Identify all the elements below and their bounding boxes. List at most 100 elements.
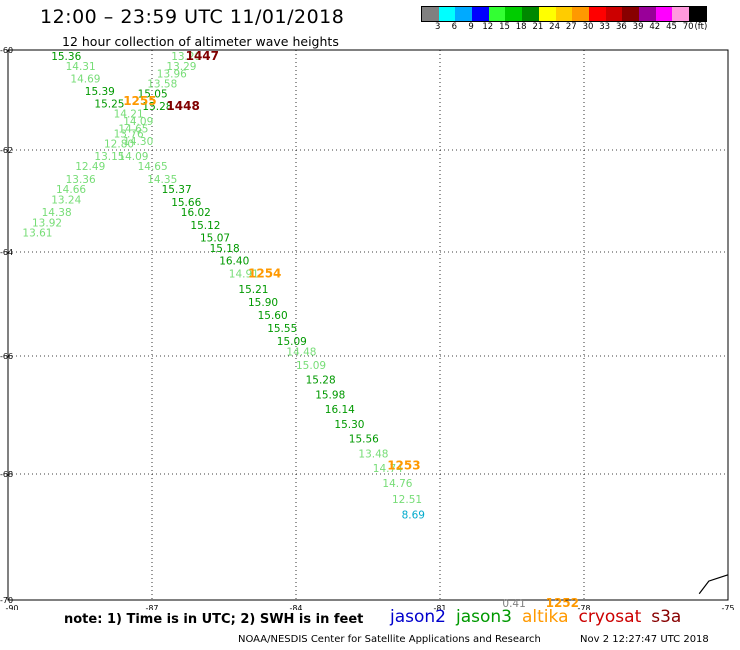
page-title: 12:00 – 23:59 UTC 11/01/2018 (40, 6, 345, 28)
color-scale-label: 30 (582, 22, 594, 32)
wave-height-label: 14.38 (42, 207, 72, 219)
legend-entry-cryosat: cryosat (578, 607, 642, 627)
wave-height-label: 16.02 (181, 207, 211, 219)
wave-height-label: 8.69 (402, 510, 425, 522)
wave-height-label: 14.09 (123, 116, 153, 128)
wave-height-label: 15.60 (258, 310, 288, 322)
color-swatch (538, 7, 556, 21)
color-swatch (455, 7, 473, 21)
wave-height-label: 15.39 (85, 86, 115, 98)
wave-height-map: 13.29 15.36 13.29 14.31 13.96 14.69 13.58 15.39… (0, 46, 735, 610)
color-scale-label: 9 (468, 22, 474, 32)
longitude-tick-label: -90 (5, 604, 18, 610)
wave-height-label: 15.18 (210, 243, 240, 255)
satellite-legend: jason2 jason3 altika cryosat s3a (390, 607, 691, 627)
coastline (698, 574, 729, 595)
latitude-tick-label: -60 (0, 46, 13, 55)
latitude-tick-label: -64 (0, 248, 13, 257)
color-swatch (638, 7, 656, 21)
color-scale-label: 39 (632, 22, 644, 32)
credit-text: NOAA/NESDIS Center for Satellite Applica… (238, 634, 541, 645)
axis-labels: -90 -87 -84 -81 -78 -75 -60 -62 -64 -66 -68 -70 (0, 46, 735, 610)
map-frame (7, 49, 729, 601)
color-scale-label: 3 (434, 22, 441, 32)
wave-height-label: 14.09 (118, 151, 148, 163)
wave-height-label: 12.51 (392, 494, 422, 506)
wave-height-label: 15.25 (94, 99, 124, 111)
color-scale-label: 45 (666, 22, 677, 32)
color-swatch (555, 7, 573, 21)
wave-height-label: 12.80 (104, 139, 134, 151)
wave-height-label: 14.35 (147, 174, 177, 186)
wave-height-label: 14.21 (114, 109, 144, 121)
color-scale-label: 27 (565, 22, 577, 32)
wave-height-label: 14.74 (373, 463, 403, 475)
color-scale-label: 6 (451, 22, 458, 32)
wave-height-label: 14.69 (70, 74, 100, 86)
wave-height-label: 15.09 (296, 360, 326, 372)
color-scale-label: 21 (532, 22, 544, 32)
longitude-tick-label: -87 (145, 604, 158, 610)
wave-height-label: 15.90 (248, 297, 278, 309)
wave-height-label: 13.58 (147, 79, 177, 91)
color-swatch (488, 7, 506, 21)
wave-height-label: 15.12 (190, 220, 220, 232)
color-scale-label: 12 (482, 22, 494, 32)
wave-height-label: 15.37 (162, 184, 192, 196)
color-swatch (622, 7, 639, 21)
wave-height-label: 15.21 (238, 284, 268, 296)
color-swatch (572, 7, 589, 21)
map-grid (7, 49, 729, 601)
color-scale-bar (421, 6, 707, 22)
color-swatch (672, 7, 689, 21)
wave-height-label: 13.29 (166, 61, 196, 73)
wave-height-label: 15.09 (277, 336, 307, 348)
longitude-tick-label: -78 (577, 604, 590, 610)
color-scale-label: 18 (515, 22, 527, 32)
color-swatch (605, 7, 623, 21)
wave-height-label: 15.28 (142, 101, 172, 113)
wave-height-label: 15.07 (200, 233, 230, 245)
wave-height-label: 13.48 (358, 448, 388, 460)
wave-height-label: 14.65 (118, 124, 148, 136)
wave-height-label: 13.76 (114, 129, 144, 141)
color-scale-label: 24 (549, 22, 561, 32)
wave-height-label: 13.96 (157, 69, 187, 81)
wave-height-label: 15.56 (349, 434, 379, 446)
longitude-tick-label: -75 (721, 604, 734, 610)
wave-height-label: 12.49 (75, 161, 105, 173)
pass-time-label: 1447 (186, 49, 219, 63)
legend-entry-s3a: s3a (651, 607, 682, 627)
color-swatch (655, 7, 673, 21)
pass-time-label: 1253 (387, 458, 420, 472)
pass-time-label: 1252 (546, 596, 579, 610)
wave-height-label: 13.61 (22, 228, 52, 240)
pass-time-label: 1448 (166, 99, 199, 113)
color-scale-labels: 3 6 9 12 15 18 21 24 27 30 33 36 39 42 45 70 (ft) (421, 22, 740, 34)
coastline-segment (698, 574, 729, 595)
color-scale-label: 15 (499, 22, 510, 32)
pass-time-label: 1255 (123, 94, 156, 108)
pass-time-label: 1254 (248, 267, 281, 281)
wave-height-label: 14.65 (138, 161, 168, 173)
footer-note: note: 1) Time is in UTC; 2) SWH is in fe… (64, 612, 364, 627)
color-swatch (588, 7, 606, 21)
data-labels: 13.29 15.36 13.29 14.31 13.96 14.69 13.58 15.39… (22, 49, 579, 610)
color-swatch (505, 7, 523, 21)
color-swatch (438, 7, 456, 21)
color-scale-label: 36 (615, 22, 627, 32)
wave-height-label: 13.15 (94, 151, 124, 163)
wave-height-label: 15.66 (171, 197, 201, 209)
wave-height-label: 14.66 (56, 184, 86, 196)
latitude-tick-label: -62 (0, 146, 13, 155)
color-scale-label: 33 (599, 22, 611, 32)
wave-height-label: 0.41 (502, 598, 525, 610)
wave-height-label: 15.28 (306, 375, 336, 387)
wave-height-label: 15.30 (334, 419, 364, 431)
color-swatch (689, 7, 706, 21)
wave-height-label: 15.36 (51, 51, 81, 63)
wave-height-label: 14.31 (66, 61, 96, 73)
color-scale-label: 42 (649, 22, 661, 32)
latitude-tick-label: -66 (0, 352, 13, 361)
wave-height-label: 14.91 (229, 269, 259, 281)
